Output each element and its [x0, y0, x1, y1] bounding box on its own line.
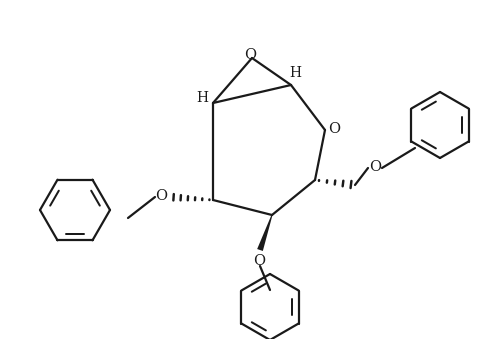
Text: H: H — [196, 91, 208, 105]
Polygon shape — [257, 215, 272, 251]
Text: O: O — [155, 189, 167, 203]
Text: O: O — [328, 122, 340, 136]
Text: H: H — [289, 66, 301, 80]
Text: O: O — [253, 254, 265, 268]
Text: O: O — [369, 160, 381, 174]
Text: O: O — [244, 48, 256, 62]
